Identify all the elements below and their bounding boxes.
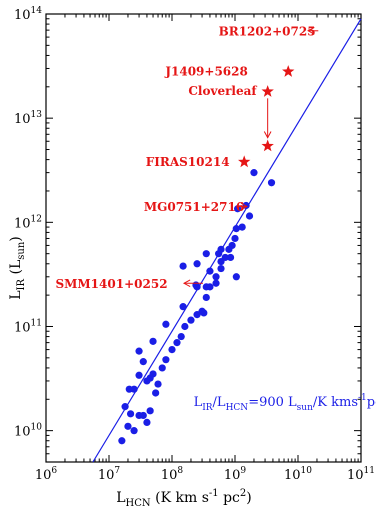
data-point xyxy=(139,358,147,366)
data-point xyxy=(238,223,246,231)
highlight-star xyxy=(261,85,274,97)
data-point xyxy=(146,407,154,415)
y-axis-label: LIR (Lsun) xyxy=(8,236,27,299)
data-point xyxy=(217,245,225,253)
x-tick-label: 106 xyxy=(35,466,58,483)
x-tick-labels: 106 107 108 109 1010 1011 xyxy=(35,466,375,483)
data-point xyxy=(179,303,187,311)
data-point xyxy=(168,345,176,354)
data-point xyxy=(202,250,210,258)
annotations: BR1202+0725 J1409+5628 Cloverleaf FIRAS1021… xyxy=(55,24,319,291)
data-point xyxy=(149,337,157,345)
annotation-arrowhead xyxy=(240,202,249,211)
data-point xyxy=(202,283,210,291)
x-tick-label: 108 xyxy=(161,466,184,483)
data-point xyxy=(231,234,239,243)
annotation-arrowhead xyxy=(182,279,191,288)
y-tick-labels: 1010 1011 1012 1013 1014 xyxy=(14,6,42,440)
data-point xyxy=(135,371,143,379)
data-point xyxy=(232,225,240,233)
data-point xyxy=(162,320,170,328)
annotation-arrowhead xyxy=(263,131,272,139)
data-point xyxy=(130,427,138,435)
x-tick-label: 1010 xyxy=(284,466,312,483)
data-point xyxy=(173,339,181,347)
data-point xyxy=(217,264,225,273)
annotation-label: FIRAS10214 xyxy=(146,155,230,169)
y-tick-label: 1012 xyxy=(14,214,42,231)
data-point xyxy=(193,260,201,268)
data-point xyxy=(228,241,236,250)
data-point xyxy=(149,370,157,378)
data-point xyxy=(267,179,276,187)
data-point xyxy=(202,293,210,302)
annotation-label: MG0751+2716 xyxy=(144,200,244,214)
highlight-star xyxy=(238,155,251,168)
fit-line xyxy=(92,18,362,463)
x-axis-label: LHCN (K km s-1 pc2) xyxy=(116,488,252,509)
annotation-arrowhead xyxy=(307,26,315,35)
axis-ticks xyxy=(45,14,361,463)
annotation-label: BR1202+0725 xyxy=(219,24,316,38)
data-points xyxy=(118,169,276,445)
data-point xyxy=(245,212,254,220)
data-point xyxy=(187,316,195,324)
data-point xyxy=(206,267,214,275)
data-point xyxy=(152,389,160,397)
data-point xyxy=(158,364,166,372)
annotation-label: SMM1401+0252 xyxy=(55,277,167,291)
data-point xyxy=(181,322,189,331)
data-point xyxy=(121,403,129,411)
data-point xyxy=(154,380,162,388)
data-point xyxy=(200,309,208,317)
data-point xyxy=(192,281,200,289)
y-tick-label: 1013 xyxy=(14,110,42,127)
data-point xyxy=(139,411,147,420)
highlight-star xyxy=(282,65,295,77)
highlight-star xyxy=(261,139,274,152)
y-tick-label: 1011 xyxy=(14,318,42,335)
x-tick-label: 1011 xyxy=(347,466,375,483)
data-point xyxy=(212,279,220,287)
x-tick-label: 109 xyxy=(224,466,247,483)
data-point xyxy=(177,332,185,341)
data-point xyxy=(135,347,143,355)
data-point xyxy=(250,169,258,177)
highlight-stars xyxy=(238,65,295,168)
data-point xyxy=(212,273,220,281)
data-point xyxy=(130,385,138,393)
y-tick-label: 1014 xyxy=(14,6,42,23)
data-point xyxy=(143,418,151,426)
annotation-label: Cloverleaf xyxy=(188,84,257,98)
x-tick-label: 107 xyxy=(98,466,121,483)
data-point xyxy=(124,422,132,430)
data-point xyxy=(126,410,135,418)
y-tick-label: 1010 xyxy=(14,423,42,440)
data-point xyxy=(232,273,240,281)
data-point xyxy=(217,257,225,266)
data-point xyxy=(162,356,170,364)
data-point xyxy=(118,437,126,445)
data-point xyxy=(179,262,187,270)
annotation-label: J1409+5628 xyxy=(164,64,248,78)
data-point xyxy=(226,253,235,262)
